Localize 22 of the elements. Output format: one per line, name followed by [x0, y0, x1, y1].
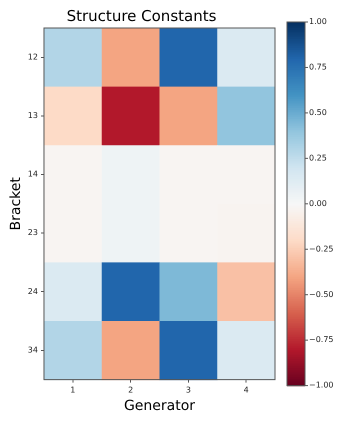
y-tick-label: 23: [28, 228, 38, 238]
y-tick-label: 14: [28, 170, 38, 179]
color-bar-label: 0.25: [309, 153, 327, 162]
x-tick-label: 3: [186, 385, 191, 394]
chart-title: Structure Constants: [66, 6, 217, 25]
color-bar-label: −1.00: [309, 380, 334, 390]
x-axis-title: Generator: [124, 398, 196, 414]
x-tick-label: 4: [244, 385, 249, 394]
color-bar-label: 1.00: [309, 17, 327, 26]
y-tick-label: 13: [28, 110, 38, 120]
color-bar-label: −0.75: [309, 335, 334, 344]
y-axis-title: Bracket: [8, 176, 24, 230]
y-tick-label: 34: [28, 345, 38, 354]
y-tick-label: 12: [28, 52, 38, 62]
color-bar-label: 0.50: [309, 108, 327, 117]
color-bar-label: −0.50: [309, 290, 334, 299]
color-bar-label: 0.00: [309, 198, 327, 208]
x-tick-label: 1: [70, 385, 76, 394]
y-tick-label: 24: [28, 286, 38, 296]
color-bar-label: 0.75: [309, 62, 327, 72]
color-bar-label: −0.25: [309, 244, 334, 254]
x-tick-label: 2: [128, 385, 134, 394]
